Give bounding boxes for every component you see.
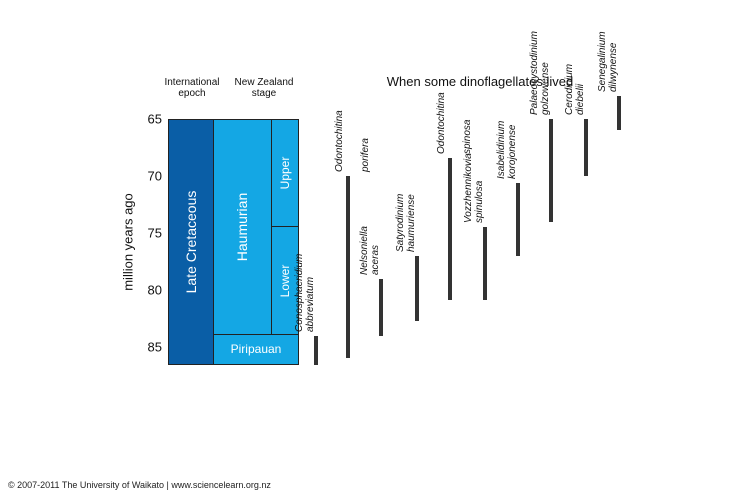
species-label: korojonense (507, 124, 518, 179)
header-international-epoch: International epoch (164, 77, 220, 99)
species-label: diebelii (575, 83, 586, 115)
range-bar (346, 176, 350, 359)
lower-label: Lower (278, 264, 292, 298)
range-bar (379, 278, 383, 336)
species-label: Palaeocystodinium (529, 31, 540, 115)
range-bar (617, 96, 621, 131)
y-tick-65: 65 (147, 111, 162, 127)
species-label: dilwynense (608, 42, 619, 93)
species-label: spinosa (462, 119, 473, 154)
species-label: Isabelidinium (496, 120, 507, 179)
y-tick-75: 75 (147, 225, 162, 241)
piripauan-label: Piripauan (230, 342, 282, 356)
range-bar (549, 119, 553, 222)
range-bar (314, 335, 318, 366)
lower-block (271, 226, 299, 335)
species-label: Satyrodinium (395, 193, 406, 252)
late-cretaceous-label: Late Cretaceous (183, 190, 199, 294)
header-nz-stage: New Zealand stage (234, 77, 294, 99)
species-label: Odontochitina (334, 110, 345, 172)
copyright-footer: © 2007-2011 The University of Waikato | … (8, 480, 271, 490)
species-label: Conosphaeridium (294, 253, 305, 332)
species-label: Senegalinium (597, 31, 608, 93)
late-cretaceous-block (168, 119, 214, 365)
range-bar (584, 119, 588, 176)
upper-block (271, 119, 299, 227)
y-tick-80: 80 (147, 282, 162, 298)
range-bar (483, 227, 487, 301)
range-bar (516, 182, 520, 256)
range-bar (448, 157, 452, 301)
species-label: Odontochitina (436, 92, 447, 154)
y-tick-85: 85 (147, 339, 162, 355)
species-label: abbreviatum (305, 276, 316, 332)
y-axis-label: million years ago (120, 193, 136, 291)
piripauan-block (213, 334, 299, 365)
species-label: porifera (360, 138, 371, 172)
header-main-title: When some dinoflagellates lived (386, 74, 574, 89)
species-label: Nelsoniella (359, 225, 370, 275)
y-tick-70: 70 (147, 168, 162, 184)
species-label: spinulosa (474, 181, 485, 224)
species-label: golzowense (540, 62, 551, 115)
species-label: aceras (370, 244, 381, 275)
range-bar (415, 255, 419, 321)
species-label: haumuriense (406, 193, 417, 252)
haumurian-label: Haumurian (234, 192, 250, 262)
species-label: Cerodinium (564, 63, 575, 115)
species-label: Vozzhennikovia (463, 153, 474, 224)
upper-label: Upper (278, 156, 292, 190)
